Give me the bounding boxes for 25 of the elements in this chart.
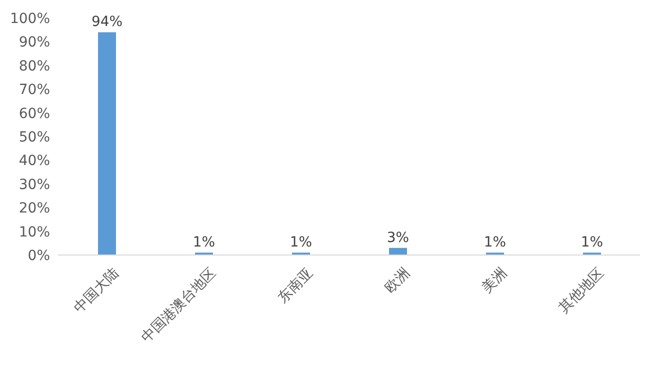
y-tick-label: 20% <box>18 200 50 217</box>
data-label: 1% <box>484 234 506 251</box>
x-tick-label: 中国大陆 <box>71 265 122 316</box>
y-tick-label: 50% <box>18 129 50 146</box>
y-tick-label: 80% <box>18 58 50 74</box>
x-tick-label: 其他地区 <box>556 265 608 316</box>
x-tick-label: 欧洲 <box>382 265 414 296</box>
data-label: 94% <box>91 14 123 30</box>
bar <box>98 32 116 255</box>
x-tick-label: 中国港澳台地区 <box>138 265 220 346</box>
bar <box>389 248 407 255</box>
data-label: 1% <box>290 234 312 251</box>
y-tick-label: 30% <box>18 176 50 193</box>
y-tick-label: 40% <box>18 153 50 170</box>
x-tick-label: 美洲 <box>479 265 510 296</box>
data-label: 3% <box>386 230 410 246</box>
y-tick-label: 0% <box>28 248 50 264</box>
y-tick-label: 60% <box>18 106 50 122</box>
y-tick-label: 70% <box>18 82 50 98</box>
y-tick-label: 100% <box>10 10 50 27</box>
data-label: 1% <box>580 234 604 251</box>
y-tick-label: 10% <box>18 224 50 240</box>
data-label: 1% <box>192 234 216 251</box>
x-tick-label: 东南亚 <box>275 265 316 306</box>
y-tick-label: 90% <box>18 34 50 51</box>
